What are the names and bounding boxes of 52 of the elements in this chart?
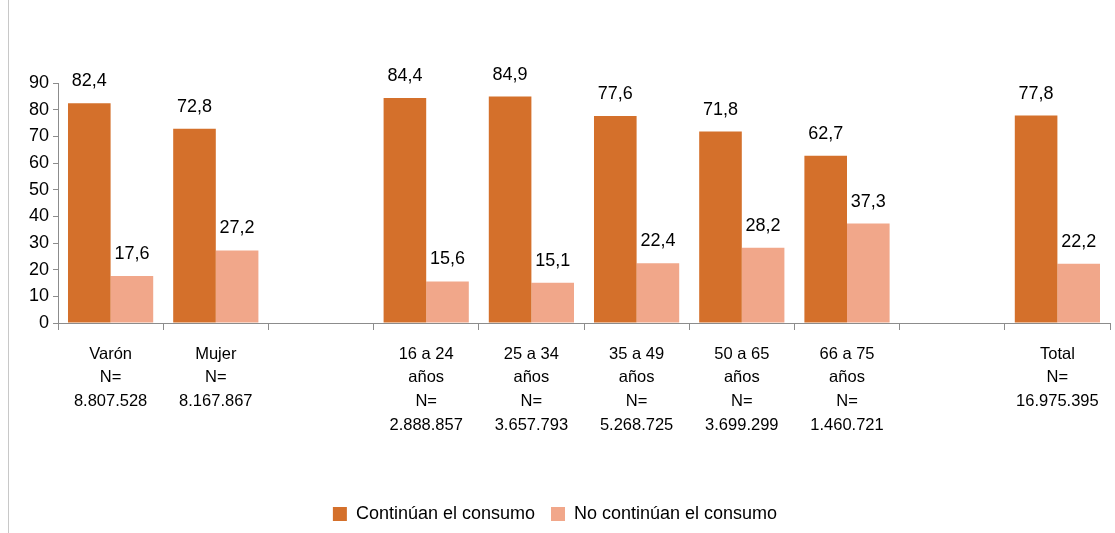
data-label: 84,9 (492, 63, 528, 84)
data-label: 84,4 (387, 64, 423, 85)
x-tick-label: Total N= 16.975.395 (1016, 343, 1099, 410)
data-label: 22,4 (640, 230, 676, 251)
bar (426, 281, 469, 323)
legend-label: Continúan el consumo (355, 502, 536, 523)
bar (636, 263, 680, 323)
data-label: 71,8 (702, 98, 739, 119)
bar (1014, 115, 1058, 323)
y-tick-label: 50 (28, 178, 49, 199)
x-tick-label: Mujer N= 8.167.867 (179, 343, 253, 410)
x-tick-label: 16 a 24 años N= 2.888.857 (389, 343, 463, 434)
bar (488, 96, 532, 323)
bar (804, 155, 847, 323)
data-label: 28,2 (745, 214, 781, 235)
data-label: 77,8 (1018, 82, 1054, 103)
data-label: 22,2 (1061, 230, 1097, 251)
data-label: 72,8 (176, 95, 213, 116)
bar (531, 282, 575, 323)
y-tick-label: 40 (28, 205, 49, 226)
data-label: 82,4 (71, 70, 107, 91)
legend-label: No continúan el consumo (573, 502, 778, 523)
y-tick-label: 20 (28, 258, 49, 279)
data-label: 77,6 (597, 83, 633, 104)
x-tick-label: 66 a 75 años N= 1.460.721 (810, 343, 884, 434)
data-label: 62,7 (808, 122, 844, 143)
y-tick-label: 90 (28, 71, 49, 92)
bar (67, 103, 111, 323)
data-label: 27,2 (219, 217, 255, 238)
y-tick-label: 30 (28, 231, 49, 252)
x-tick-label: 35 a 49 años N= 5.268.725 (599, 343, 674, 434)
y-tick-label: 60 (28, 151, 49, 172)
bar (741, 247, 785, 323)
y-tick-label: 70 (28, 125, 49, 146)
data-label: 17,6 (114, 243, 150, 264)
bar (383, 97, 427, 323)
y-tick-label: 0 (38, 311, 49, 332)
y-tick-label: 80 (28, 98, 49, 119)
bar (110, 276, 154, 323)
bar (173, 128, 216, 323)
x-tick-label: 50 a 65 años N= 3.699.299 (705, 343, 779, 434)
data-label: 37,3 (850, 190, 886, 211)
bar (1057, 263, 1101, 323)
bar (847, 223, 890, 323)
data-label: 15,1 (535, 249, 571, 270)
bar (593, 116, 637, 323)
data-label: 15,6 (429, 248, 466, 269)
y-tick-label: 10 (28, 285, 49, 306)
x-tick-label: 25 a 34 años N= 3.657.793 (494, 343, 569, 434)
bar (699, 131, 742, 323)
x-tick-label: Varón N= 8.807.528 (73, 343, 148, 410)
bar (215, 250, 259, 323)
